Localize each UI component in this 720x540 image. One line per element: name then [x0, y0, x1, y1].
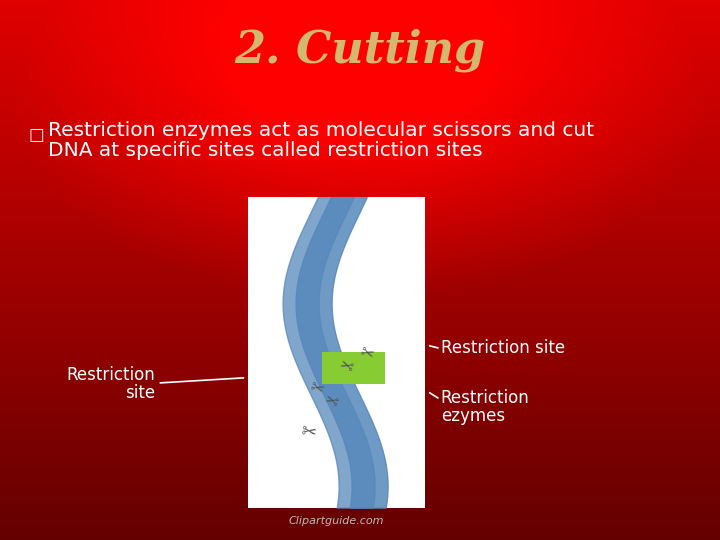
Text: ezymes: ezymes [441, 407, 505, 425]
Bar [248, 197, 425, 508]
Bar [322, 352, 384, 384]
Text: DNA at specific sites called restriction sites: DNA at specific sites called restriction… [48, 140, 482, 159]
Text: Restriction site: Restriction site [441, 339, 565, 357]
Text: ✂: ✂ [337, 352, 356, 374]
Text: ✂: ✂ [357, 342, 376, 364]
Text: Restriction enzymes act as molecular scissors and cut: Restriction enzymes act as molecular sci… [48, 120, 594, 139]
Text: □: □ [28, 126, 44, 144]
Text: 2. Cutting: 2. Cutting [235, 28, 485, 72]
Text: site: site [125, 384, 156, 402]
Text: ✂: ✂ [300, 423, 318, 443]
Text: Restriction: Restriction [441, 389, 529, 407]
Text: ✂: ✂ [322, 387, 341, 409]
Text: Restriction: Restriction [67, 366, 156, 384]
Text: Clipartguide.com: Clipartguide.com [289, 516, 384, 525]
Text: ✂: ✂ [307, 377, 326, 399]
